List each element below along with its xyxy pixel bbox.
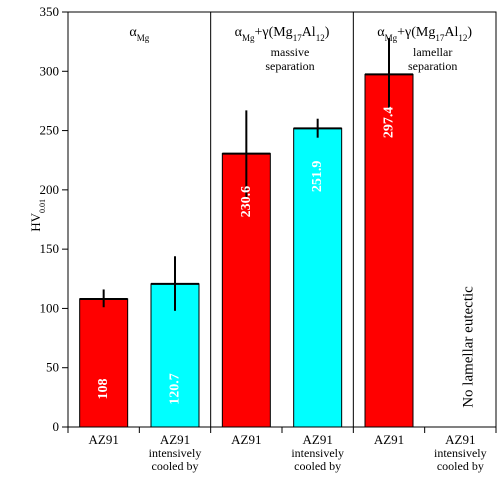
category-label-2: AZ91 (160, 432, 190, 447)
category-label-4: intensively (291, 446, 344, 460)
labels: 0 50 100 150 200 250 300 350 HV0.01 108 120.7 230.6… (28, 4, 487, 473)
category-label-5: AZ91 (374, 432, 404, 447)
value-label-3: 230.6 (239, 186, 254, 218)
bar-4 (293, 127, 343, 428)
missing-bar-note: No lamellar eutectic (460, 286, 476, 408)
category-label-1: AZ91 (88, 432, 118, 447)
category-label-4: cooled by (294, 459, 341, 473)
y-tick-label: 100 (40, 300, 60, 315)
category-label-6: AZ91 (445, 432, 475, 447)
category-label-2: cooled by (152, 459, 199, 473)
y-tick-label: 150 (40, 241, 60, 256)
bar-5 (364, 73, 414, 428)
group-phase-2: αMg+γ(Mg17Al12) (235, 25, 330, 43)
category-label-4: AZ91 (302, 432, 332, 447)
y-tick-label: 350 (40, 4, 60, 19)
y-tick-label: 0 (53, 419, 60, 434)
group-note-3: separation (408, 59, 457, 73)
value-label-5: 297.4 (382, 107, 397, 138)
group-note-2: massive (271, 45, 310, 59)
value-label-2: 120.7 (168, 373, 183, 405)
group-note-2: separation (265, 59, 314, 73)
bar-1 (79, 298, 129, 428)
bars (79, 38, 414, 428)
y-tick-label: 300 (40, 63, 60, 78)
y-tick-label: 200 (40, 182, 60, 197)
category-label-3: AZ91 (231, 432, 261, 447)
category-label-6: intensively (434, 446, 487, 460)
y-tick-label: 50 (46, 360, 59, 375)
value-label-1: 108 (96, 379, 111, 400)
group-note-3: lamellar (413, 45, 452, 59)
group-phase-3: αMg+γ(Mg17Al12) (377, 25, 472, 43)
y-axis-label: HV0.01 (28, 199, 47, 232)
category-label-6: cooled by (437, 459, 484, 473)
axes (62, 11, 497, 433)
category-label-2: intensively (149, 446, 202, 460)
group-phase-1: αMg (129, 25, 149, 43)
value-label-4: 251.9 (310, 161, 325, 193)
y-tick-label: 250 (40, 123, 60, 138)
plot-frame (67, 11, 497, 428)
